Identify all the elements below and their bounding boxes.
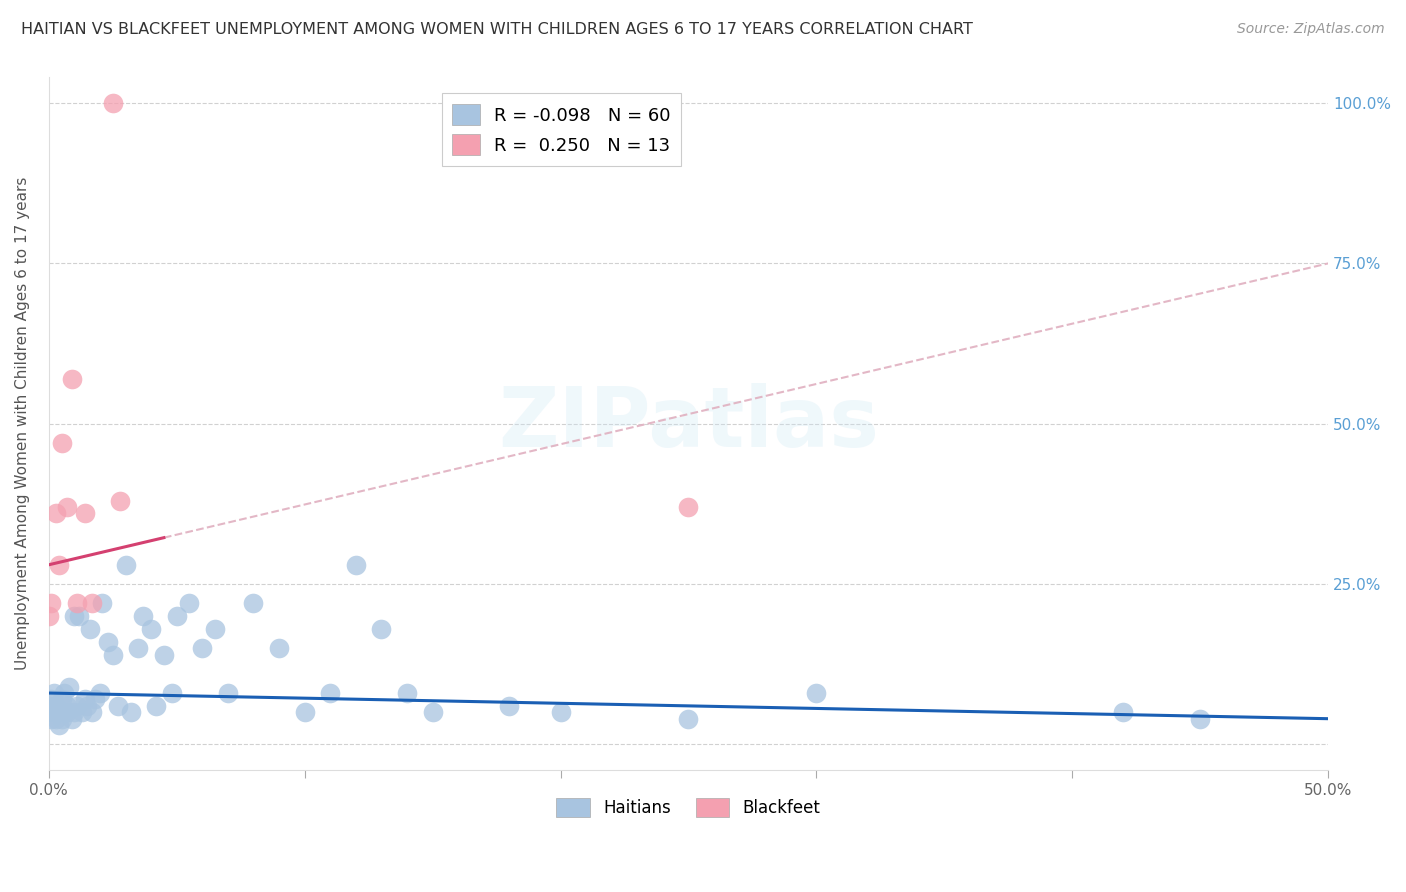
Point xyxy=(66,698,89,713)
Point xyxy=(153,648,176,662)
Point xyxy=(422,706,444,720)
Legend: Haitians, Blackfeet: Haitians, Blackfeet xyxy=(550,791,827,824)
Point xyxy=(48,718,70,732)
Point xyxy=(55,698,77,713)
Point xyxy=(76,698,98,713)
Point xyxy=(63,609,86,624)
Point xyxy=(160,686,183,700)
Point xyxy=(60,372,83,386)
Point xyxy=(53,706,76,720)
Point xyxy=(45,712,67,726)
Point xyxy=(242,596,264,610)
Point xyxy=(101,96,124,111)
Point xyxy=(145,698,167,713)
Point xyxy=(63,706,86,720)
Point xyxy=(678,712,700,726)
Point xyxy=(1112,706,1135,720)
Point xyxy=(1189,712,1212,726)
Point xyxy=(42,686,65,700)
Point xyxy=(344,558,367,572)
Text: HAITIAN VS BLACKFEET UNEMPLOYMENT AMONG WOMEN WITH CHILDREN AGES 6 TO 17 YEARS C: HAITIAN VS BLACKFEET UNEMPLOYMENT AMONG … xyxy=(21,22,973,37)
Point xyxy=(42,706,65,720)
Point xyxy=(91,596,114,610)
Point xyxy=(82,706,104,720)
Point xyxy=(38,706,60,720)
Point xyxy=(38,698,60,713)
Point xyxy=(45,507,67,521)
Point xyxy=(39,692,62,706)
Point xyxy=(39,712,62,726)
Point xyxy=(55,706,77,720)
Point xyxy=(53,686,76,700)
Point xyxy=(132,609,155,624)
Text: ZIPatlas: ZIPatlas xyxy=(498,384,879,464)
Point xyxy=(51,436,73,450)
Point xyxy=(294,706,316,720)
Point xyxy=(179,596,201,610)
Point xyxy=(73,507,96,521)
Point xyxy=(51,712,73,726)
Point xyxy=(395,686,418,700)
Point xyxy=(69,609,91,624)
Point xyxy=(70,706,93,720)
Point xyxy=(370,622,392,636)
Point xyxy=(45,698,67,713)
Point xyxy=(89,686,111,700)
Y-axis label: Unemployment Among Women with Children Ages 6 to 17 years: Unemployment Among Women with Children A… xyxy=(15,177,30,671)
Point xyxy=(38,609,60,624)
Point xyxy=(73,692,96,706)
Point xyxy=(82,596,104,610)
Point xyxy=(114,558,136,572)
Point xyxy=(101,648,124,662)
Point xyxy=(204,622,226,636)
Point xyxy=(110,493,132,508)
Point xyxy=(120,706,142,720)
Point xyxy=(55,500,77,514)
Point xyxy=(678,500,700,514)
Point xyxy=(806,686,828,700)
Point xyxy=(191,641,214,656)
Point xyxy=(48,706,70,720)
Point xyxy=(166,609,188,624)
Point xyxy=(498,698,520,713)
Point xyxy=(48,558,70,572)
Point xyxy=(39,596,62,610)
Point xyxy=(83,692,105,706)
Point xyxy=(51,692,73,706)
Point xyxy=(550,706,572,720)
Point xyxy=(267,641,290,656)
Point xyxy=(79,622,101,636)
Point xyxy=(139,622,162,636)
Point xyxy=(217,686,239,700)
Point xyxy=(127,641,149,656)
Point xyxy=(97,634,120,648)
Point xyxy=(60,712,83,726)
Point xyxy=(66,596,89,610)
Point xyxy=(58,680,80,694)
Point xyxy=(319,686,342,700)
Point xyxy=(107,698,129,713)
Text: Source: ZipAtlas.com: Source: ZipAtlas.com xyxy=(1237,22,1385,37)
